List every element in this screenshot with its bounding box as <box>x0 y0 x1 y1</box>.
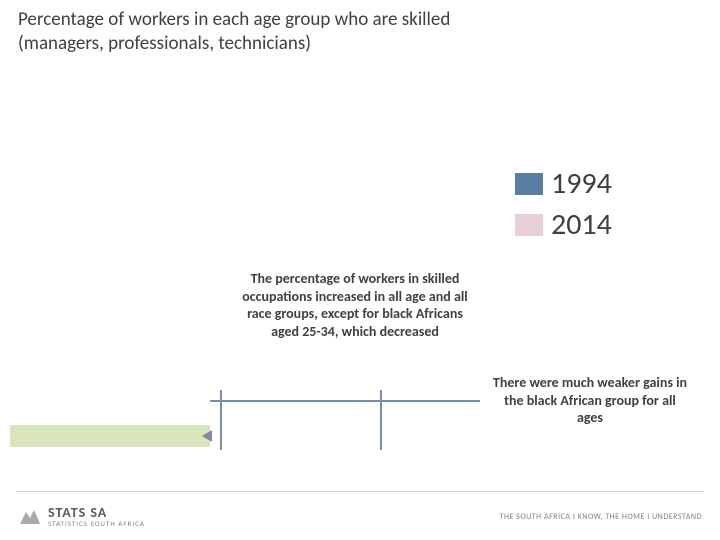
annotation-secondary: There were much weaker gains in the blac… <box>490 374 690 427</box>
footer-divider <box>16 491 704 492</box>
legend-item-1994: 1994 <box>515 165 612 202</box>
axis-vertical-1 <box>220 390 222 450</box>
footer-org-main: STATS SA <box>48 506 145 520</box>
page-title: Percentage of workers in each age group … <box>18 8 518 56</box>
footer-org-sub: STATISTICS SOUTH AFRICA <box>48 520 145 527</box>
chart-fragment <box>10 360 490 450</box>
axis-vertical-2 <box>380 390 382 450</box>
footer-tagline: THE SOUTH AFRICA I KNOW, THE HOME I UNDE… <box>500 512 702 522</box>
legend-swatch-2014 <box>515 214 543 236</box>
highlight-bar <box>10 425 210 447</box>
legend-label-1994: 1994 <box>551 165 612 202</box>
axis-horizontal <box>210 400 480 402</box>
legend-item-2014: 2014 <box>515 206 612 243</box>
arrow-left-icon <box>202 430 212 442</box>
footer-org: STATS SA STATISTICS SOUTH AFRICA <box>48 506 145 527</box>
legend-swatch-1994 <box>515 173 543 195</box>
stats-sa-logo-icon <box>18 504 42 528</box>
annotation-main: The percentage of workers in skilled occ… <box>240 270 470 340</box>
legend: 1994 2014 <box>515 165 612 247</box>
legend-label-2014: 2014 <box>551 206 612 243</box>
footer-left: STATS SA STATISTICS SOUTH AFRICA <box>18 504 145 528</box>
